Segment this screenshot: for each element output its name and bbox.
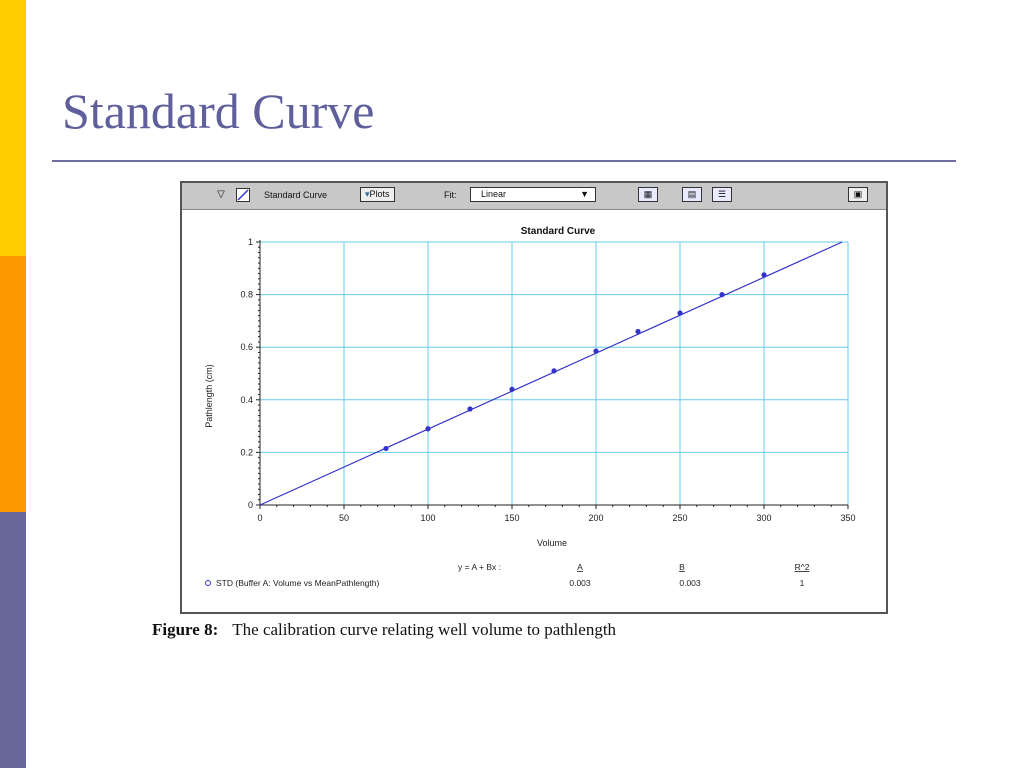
data-point: [551, 368, 557, 374]
chevron-down-icon: ▼: [580, 189, 589, 199]
x-tick-label: 100: [420, 513, 435, 523]
accent-bar-purple: [0, 512, 26, 768]
accent-bar-yellow: [0, 0, 26, 256]
toolbar-title: Standard Curve: [264, 190, 328, 200]
y-tick-label: 0: [248, 500, 253, 510]
plot-view-icon[interactable]: ▦: [638, 187, 658, 202]
grid: [260, 241, 849, 505]
fit-select-value: Linear: [481, 189, 507, 199]
y-tick-label: 0.2: [240, 447, 253, 457]
fit-header-r2: R^2: [795, 562, 810, 572]
x-tick-label: 200: [588, 513, 603, 523]
x-tick-label: 350: [840, 513, 855, 523]
fit-line: [259, 241, 843, 506]
x-tick-label: 150: [504, 513, 519, 523]
app-toolbar: ▽ Standard Curve ▾Plots Fit: Linear ▼ ▦ ▤…: [182, 183, 886, 210]
fit-select[interactable]: Linear ▼: [470, 187, 596, 202]
chart-title: Standard Curve: [521, 226, 596, 237]
x-tick-label: 250: [672, 513, 687, 523]
y-tick-label: 0.8: [240, 290, 253, 300]
fit-value-a: 0.003: [569, 578, 591, 588]
data-point: [677, 310, 683, 316]
x-tick-label: 0: [257, 513, 262, 523]
fit-header-a: A: [577, 562, 583, 572]
y-axis-label: Pathlength (cm): [204, 364, 214, 428]
data-points: [383, 272, 767, 452]
data-point: [425, 426, 431, 432]
data-point: [467, 406, 473, 412]
standard-curve-chart: Standard Curve 0 50 100 150 200 250 300 350 0 0.…: [204, 226, 856, 588]
curve-icon[interactable]: [236, 188, 250, 202]
plots-button-label: Plots: [369, 189, 390, 199]
y-axis-ticks: 0 0.2 0.4 0.6 0.8 1: [240, 237, 260, 510]
data-point: [719, 292, 725, 298]
fit-label: Fit:: [444, 190, 457, 200]
data-point: [509, 386, 515, 392]
title-divider: [52, 160, 956, 162]
fit-header-b: B: [679, 562, 685, 572]
accent-bar-orange: [0, 256, 26, 512]
data-point: [761, 272, 767, 278]
data-point: [593, 348, 599, 354]
y-tick-label: 0.6: [240, 342, 253, 352]
data-point: [383, 445, 389, 452]
figure-caption: Figure 8: The calibration curve relating …: [152, 620, 616, 640]
x-axis-ticks: 0 50 100 150 200 250 300 350: [257, 505, 856, 523]
legend-series-name: STD (Buffer A: Volume vs MeanPathlength): [216, 578, 379, 588]
y-tick-label: 1: [248, 237, 253, 247]
fit-value-b: 0.003: [679, 578, 701, 588]
figure-frame: ▽ Standard Curve ▾Plots Fit: Linear ▼ ▦ ▤…: [180, 181, 888, 614]
fit-equation: y = A + Bx :: [458, 562, 501, 572]
print-icon[interactable]: ▣: [848, 187, 868, 202]
fit-line-segment: [259, 241, 843, 506]
slide-title: Standard Curve: [62, 83, 375, 139]
plots-icon: ▾: [365, 189, 370, 199]
figure-caption-label: Figure 8:: [152, 620, 219, 639]
x-tick-label: 300: [756, 513, 771, 523]
figure-caption-text: The calibration curve relating well volu…: [232, 620, 617, 639]
y-tick-label: 0.4: [240, 395, 253, 405]
x-axis-label: Volume: [537, 538, 567, 548]
x-tick-label: 50: [339, 513, 349, 523]
triangle-down-icon[interactable]: ▽: [217, 189, 225, 200]
legend-marker: [205, 580, 211, 586]
table-view-icon[interactable]: ▤: [682, 187, 702, 202]
list-view-icon[interactable]: ☰: [712, 187, 732, 202]
data-point: [635, 328, 641, 335]
plots-button[interactable]: ▾Plots: [360, 187, 395, 202]
fit-value-r2: 1: [800, 578, 805, 588]
